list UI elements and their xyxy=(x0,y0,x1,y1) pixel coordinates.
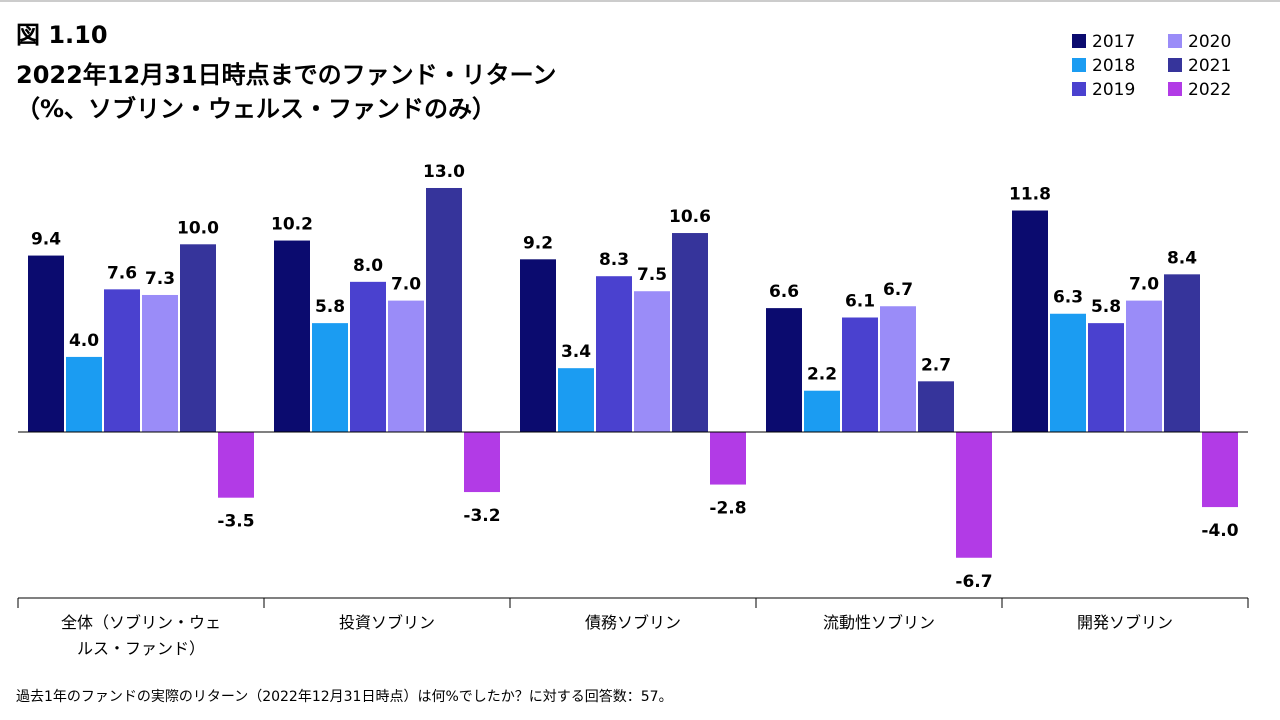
bar xyxy=(766,308,802,432)
bar xyxy=(274,240,310,432)
legend-label: 2021 xyxy=(1188,56,1231,76)
value-label: 2.2 xyxy=(807,365,837,385)
x-tick-label: 開発ソブリン xyxy=(1076,613,1173,632)
bar xyxy=(1088,323,1124,432)
value-label: 8.0 xyxy=(353,256,383,276)
bar xyxy=(142,294,178,432)
value-label: 4.0 xyxy=(69,331,99,351)
value-label: 7.0 xyxy=(1129,275,1159,295)
value-label: 7.6 xyxy=(107,263,137,283)
value-label: 2.7 xyxy=(921,355,951,375)
value-label: 6.6 xyxy=(769,282,799,302)
value-label: 9.2 xyxy=(523,233,553,253)
bar xyxy=(180,244,216,432)
bar xyxy=(312,323,348,432)
legend-swatch xyxy=(1168,58,1182,72)
legend-swatch xyxy=(1072,58,1086,72)
value-label: 13.0 xyxy=(423,162,465,182)
bar xyxy=(388,300,424,432)
value-label: -3.2 xyxy=(463,506,500,526)
bar xyxy=(710,432,746,485)
bar xyxy=(1050,313,1086,432)
legend-label: 2022 xyxy=(1188,80,1231,100)
value-label: 3.4 xyxy=(561,342,591,362)
bar xyxy=(350,281,386,432)
value-label: 11.8 xyxy=(1009,185,1051,205)
value-label: 5.8 xyxy=(315,297,345,317)
value-label: 7.0 xyxy=(391,275,421,295)
x-tick-label: 流動性ソブリン xyxy=(822,613,935,632)
bar xyxy=(66,356,102,432)
bar xyxy=(426,187,462,432)
value-label: -2.8 xyxy=(709,499,746,519)
bar xyxy=(1012,210,1048,432)
value-label: 9.4 xyxy=(31,230,61,250)
bar xyxy=(956,432,992,558)
value-label: 7.3 xyxy=(145,269,175,289)
x-tick-label: 投資ソブリン xyxy=(338,613,435,632)
bar xyxy=(558,368,594,432)
value-label: 7.5 xyxy=(637,265,667,285)
bar xyxy=(464,432,500,493)
value-label: 6.1 xyxy=(845,292,875,312)
value-label: -6.7 xyxy=(955,572,992,592)
legend-label: 2018 xyxy=(1092,56,1135,76)
legend-label: 2017 xyxy=(1092,32,1135,52)
bar xyxy=(596,276,632,432)
x-tick-label: 全体（ソブリン・ウェルス・ファンド） xyxy=(61,613,222,658)
value-label: -3.5 xyxy=(217,512,254,532)
bar xyxy=(672,233,708,432)
legend-swatch xyxy=(1072,82,1086,96)
bar xyxy=(218,432,254,498)
value-label: 8.3 xyxy=(599,250,629,270)
legend-swatch xyxy=(1072,34,1086,48)
note: 過去1年のファンドの実際のリターン（2022年12月31日時点）は何%でしたか？… xyxy=(16,688,673,705)
bar xyxy=(1202,432,1238,508)
value-label: 10.0 xyxy=(177,218,219,238)
bar xyxy=(520,259,556,432)
x-tick-label: 債務ソブリン xyxy=(584,613,681,632)
legend-swatch xyxy=(1168,82,1182,96)
legend-label: 2019 xyxy=(1092,80,1135,100)
bar xyxy=(918,381,954,432)
bar xyxy=(1164,274,1200,432)
value-label: 6.3 xyxy=(1053,288,1083,308)
bar xyxy=(1126,300,1162,432)
value-label: 5.8 xyxy=(1091,297,1121,317)
value-label: -4.0 xyxy=(1201,521,1238,541)
figure-label: 図 1.10 xyxy=(16,21,108,49)
bar xyxy=(28,255,64,432)
value-label: 8.4 xyxy=(1167,248,1197,268)
bar xyxy=(842,317,878,432)
value-label: 10.6 xyxy=(669,207,711,227)
chart-subtitle: （%、ソブリン・ウェルス・ファンドのみ） xyxy=(16,95,496,123)
bar xyxy=(804,390,840,432)
bar xyxy=(634,291,670,432)
legend-swatch xyxy=(1168,34,1182,48)
chart-title: 2022年12月31日時点までのファンド・リターン xyxy=(16,61,556,89)
bar xyxy=(880,306,916,432)
value-label: 10.2 xyxy=(271,215,313,235)
legend-label: 2020 xyxy=(1188,32,1231,52)
value-label: 6.7 xyxy=(883,280,913,300)
bar xyxy=(104,289,140,432)
